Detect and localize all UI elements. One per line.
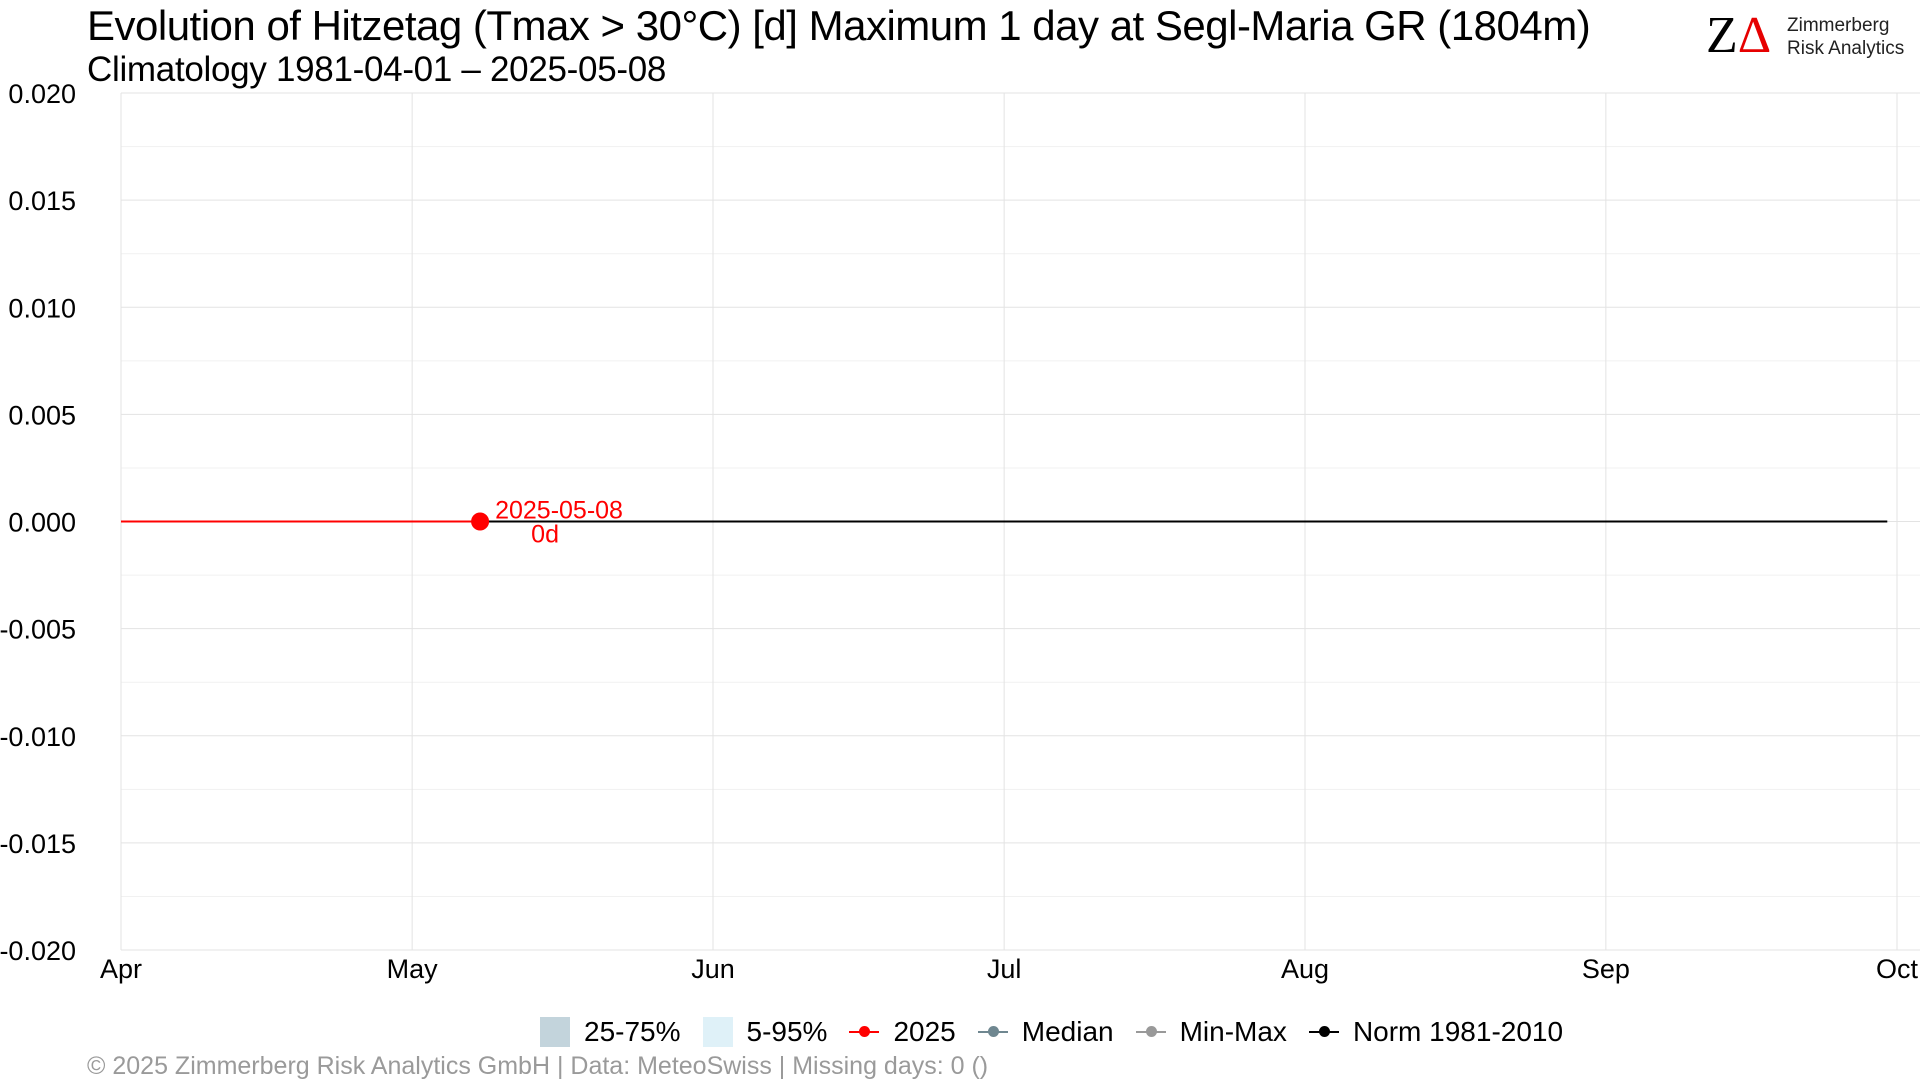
y-tick-label: -0.015 (0, 829, 76, 859)
y-tick-label: 0.015 (8, 186, 76, 216)
company-logo: ZΔ Zimmerberg Risk Analytics (1706, 10, 1906, 65)
x-tick-label: May (387, 954, 439, 984)
logo-line-1: Zimmerberg (1787, 15, 1890, 36)
legend-item: Median (977, 1016, 1114, 1048)
y-axis-ticks: -0.020 -0.015 -0.010 -0.005 0.000 0.005 0.010 0… (0, 79, 76, 966)
x-tick-label: Jun (691, 954, 735, 984)
x-tick-label: Jul (987, 954, 1022, 984)
y-tick-label: 0.010 (8, 293, 76, 323)
legend-swatch (702, 1017, 733, 1047)
y-tick-label: 0.000 (8, 508, 76, 538)
legend-item: Min-Max (1135, 1016, 1287, 1048)
x-tick-label: Apr (100, 954, 142, 984)
logo-line-2: Risk Analytics (1787, 38, 1905, 59)
legend-label: Norm 1981-2010 (1352, 1016, 1564, 1047)
x-axis-ticks: Apr May Jun Jul Aug Sep Oct (100, 954, 1919, 984)
logo-text: Zimmerberg Risk Analytics (1787, 14, 1904, 60)
y-tick-label: -0.005 (0, 615, 76, 645)
x-tick-label: Aug (1281, 954, 1329, 984)
x-tick-label: Sep (1582, 954, 1630, 984)
chart-subtitle: Climatology 1981-04-01 – 2025-05-08 (87, 50, 667, 89)
y-tick-label: 0.005 (8, 400, 76, 430)
chart-legend: 25-75% 5-95% 2025 Median Min-Max Norm 1981-20… (540, 1015, 1585, 1049)
logo-z: Z (1706, 7, 1738, 64)
logo-mark: ZΔ (1706, 10, 1771, 62)
legend-line-key (977, 1017, 1008, 1047)
footer-credits: © 2025 Zimmerberg Risk Analytics GmbH | … (87, 1052, 989, 1080)
x-tick-label: Oct (1876, 954, 1919, 984)
legend-item: Norm 1981-2010 (1308, 1016, 1564, 1048)
legend-item: 2025 (849, 1016, 956, 1048)
legend-label: Median (1021, 1016, 1114, 1047)
legend-label: 5-95% (746, 1016, 828, 1047)
legend-line-key (849, 1017, 880, 1047)
y-tick-label: -0.020 (0, 936, 76, 966)
y-tick-label: 0.020 (8, 79, 76, 109)
legend-label: 2025 (893, 1016, 956, 1047)
legend-item: 5-95% (702, 1016, 828, 1048)
current-value-point (471, 512, 490, 531)
legend-line-key (1135, 1017, 1166, 1047)
legend-label: 25-75% (584, 1016, 681, 1047)
current-date-label: 2025-05-08 (495, 497, 623, 525)
y-tick-label: -0.010 (0, 722, 76, 752)
logo-delta: Δ (1737, 7, 1772, 64)
chart-title: Evolution of Hitzetag (Tmax > 30°C) [d] … (87, 2, 1591, 49)
legend-item: 25-75% (540, 1016, 681, 1048)
legend-label: Min-Max (1179, 1016, 1287, 1047)
legend-line-key (1308, 1017, 1339, 1047)
legend-swatch (540, 1017, 570, 1047)
current-value-label: 0d (531, 521, 559, 549)
